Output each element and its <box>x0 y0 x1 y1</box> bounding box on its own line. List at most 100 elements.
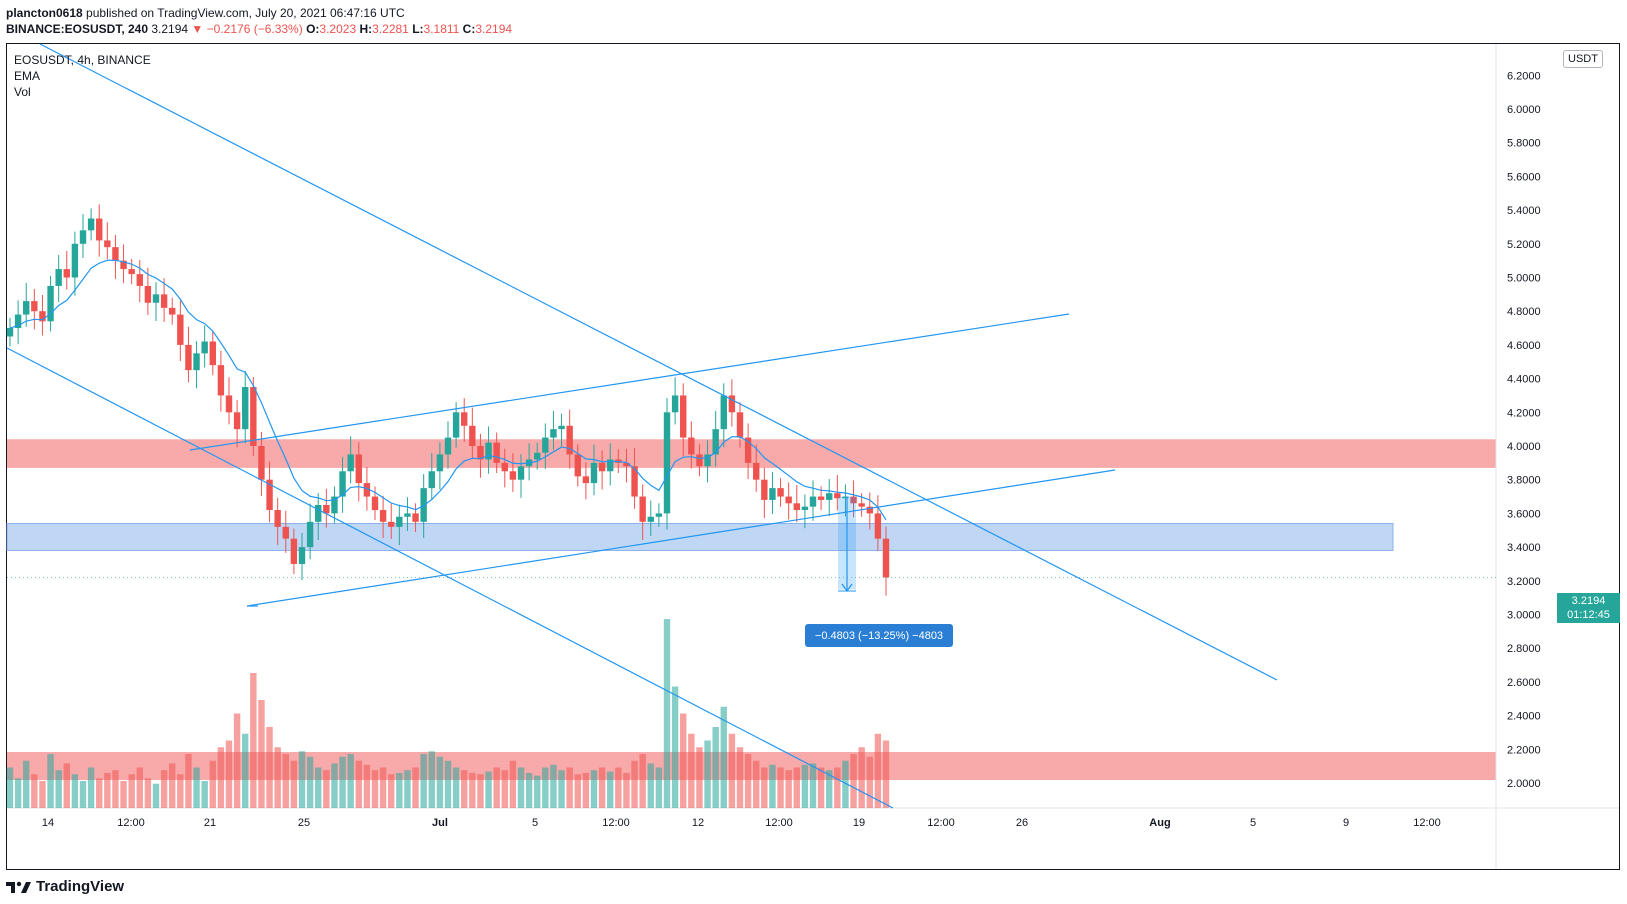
volume-bar <box>509 760 517 808</box>
candle-body <box>671 395 679 413</box>
y-tick-label: 3.4000 <box>1507 542 1541 554</box>
candle-body <box>436 454 444 472</box>
candle-body <box>582 476 590 484</box>
candle-body <box>23 301 30 315</box>
x-tick-label: 12:00 <box>765 817 793 829</box>
tradingview-logo[interactable]: TradingView <box>6 878 124 895</box>
volume-bar <box>250 673 257 808</box>
volume-bar <box>331 763 338 808</box>
x-tick-label: 12:00 <box>602 817 630 829</box>
candle-body <box>866 506 873 514</box>
volume-bar <box>39 781 46 808</box>
candle-body <box>558 425 565 430</box>
y-tick-label: 2.0000 <box>1507 778 1541 790</box>
volume-bar <box>193 767 200 808</box>
volume-bar <box>882 740 890 808</box>
volume-bar <box>647 763 654 808</box>
candle-body <box>680 395 687 438</box>
volume-bar <box>169 763 176 808</box>
candle-body <box>71 243 79 278</box>
y-tick-label: 5.2000 <box>1507 239 1541 251</box>
candle-body <box>128 269 135 275</box>
candle-body <box>574 454 581 477</box>
o-value: 3.2023 <box>319 22 357 36</box>
legend-ema[interactable]: EMA <box>14 69 41 83</box>
volume-bar <box>477 774 484 808</box>
volume-bar <box>858 747 865 808</box>
candle-body <box>55 269 62 286</box>
x-tick-label: 19 <box>853 817 865 829</box>
volume-bar <box>412 767 419 808</box>
volume-bar <box>785 770 792 808</box>
candle-body <box>87 218 95 231</box>
candle-body <box>160 294 168 308</box>
volume-bar <box>258 700 265 808</box>
y-tick-label: 5.0000 <box>1507 273 1541 285</box>
volume-bar <box>104 772 111 808</box>
candle-body <box>598 462 606 472</box>
y-tick-label: 2.2000 <box>1507 744 1541 756</box>
candle-body <box>217 365 225 396</box>
measure-label: −0.4803 (−13.25%) −4803 <box>805 624 953 647</box>
candle-body <box>874 513 882 539</box>
candle-body <box>379 510 387 522</box>
candle-body <box>185 344 192 371</box>
volume-bar <box>753 760 760 808</box>
published-text: published on TradingView.com, July 20, 2… <box>86 6 405 20</box>
currency-badge[interactable]: USDT <box>1563 50 1603 68</box>
y-tick-label: 6.2000 <box>1507 70 1541 82</box>
candle-body <box>801 506 809 511</box>
candle-body <box>834 493 841 499</box>
y-tick-label: 4.2000 <box>1507 407 1541 419</box>
candle-body <box>623 462 630 467</box>
candle-body <box>477 446 484 460</box>
volume-bar <box>534 775 541 808</box>
candle-body <box>461 412 468 426</box>
candle-body <box>469 425 476 446</box>
volume-bar <box>23 760 30 808</box>
volume-bar <box>201 781 208 808</box>
candle-body <box>201 341 208 354</box>
x-tick-label: 14 <box>42 817 54 829</box>
candle-body <box>144 285 152 303</box>
price-tag-value: 3.2194 <box>1571 595 1606 607</box>
candle-body <box>290 538 298 564</box>
trendline-upper-descending <box>39 43 1278 681</box>
author-name[interactable]: plancton0618 <box>6 6 83 20</box>
volume-bar <box>347 754 354 808</box>
candle-body <box>136 274 143 286</box>
legend-vol[interactable]: Vol <box>14 85 31 99</box>
volume-bar <box>47 754 54 808</box>
volume-bar <box>420 754 427 808</box>
volume-bar <box>79 781 87 808</box>
candle-body <box>274 510 281 527</box>
volume-bar <box>444 760 452 808</box>
x-tick-label: Jul <box>432 817 448 829</box>
candle-body <box>850 496 857 504</box>
candle-body <box>631 466 638 497</box>
volume-bar <box>428 751 435 808</box>
volume-bar <box>112 770 119 808</box>
volume-bar <box>282 754 289 808</box>
volume-bar <box>96 778 103 808</box>
x-tick-label: 5 <box>532 817 538 829</box>
down-arrow-icon: ▼ <box>191 22 204 36</box>
volume-bar <box>663 619 671 808</box>
volume-bar <box>485 771 492 808</box>
candle-body <box>306 521 314 548</box>
ohlc-line: BINANCE:EOSUSDT, 240 3.2194 ▼ −0.2176 (−… <box>6 22 512 36</box>
y-tick-label: 2.6000 <box>1507 677 1541 689</box>
volume-bar <box>712 727 719 808</box>
candle-body <box>250 387 257 446</box>
candle-body <box>663 412 671 514</box>
volume-bar <box>217 747 225 808</box>
candle-body <box>534 452 541 460</box>
candle-body <box>282 526 289 539</box>
volume-bar <box>298 751 306 808</box>
volume-bar <box>266 727 273 808</box>
candle-body <box>96 218 103 241</box>
candle-body <box>744 437 752 463</box>
candle-body <box>858 503 865 507</box>
last-price: 3.2194 <box>151 22 189 36</box>
